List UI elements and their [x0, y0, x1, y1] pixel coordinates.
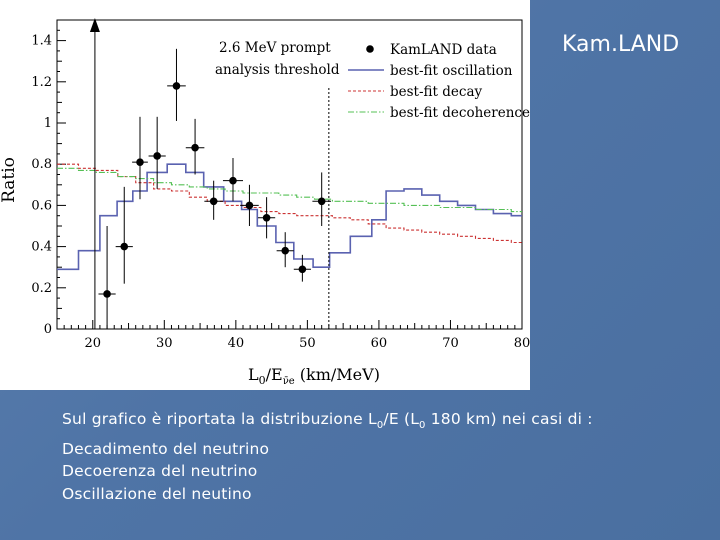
caption-sub-1: 0: [376, 420, 384, 432]
caption-line-1-post: 180 km) nei casi di :: [425, 410, 593, 428]
x-tick-label: 50: [299, 336, 316, 351]
y-tick-label: 0: [44, 322, 52, 337]
annotation-line-1: 2.6 MeV prompt: [219, 40, 331, 56]
series-best-fit-decay: [57, 163, 522, 244]
caption-line-2: Decadimento del neutrino: [62, 439, 270, 458]
y-tick-label: 1.2: [31, 75, 52, 90]
y-tick-label: 0.8: [31, 157, 52, 172]
caption-sub-2: 0: [419, 420, 426, 432]
x-tick-label: 80: [514, 336, 530, 351]
legend-label: best-fit oscillation: [390, 63, 513, 79]
legend-label: best-fit decay: [390, 84, 483, 100]
caption-line-1-mid: /E (L: [383, 410, 420, 428]
data-point: [298, 265, 307, 274]
data-point: [172, 82, 181, 90]
caption-line-4: Oscillazione del neutino: [62, 484, 252, 503]
data-point: [262, 213, 271, 222]
data-point: [245, 201, 254, 210]
data-point: [191, 143, 199, 152]
annotation-line-2: analysis threshold: [215, 62, 340, 78]
y-tick-label: 1: [44, 116, 52, 131]
data-point: [153, 152, 161, 160]
caption: Sul grafico è riportata la distribuzione…: [62, 408, 593, 505]
slide-title: Kam.LAND: [562, 32, 680, 57]
caption-line-3: Decoerenza del neutrino: [62, 462, 258, 481]
plot-panel: KamLAND data best-fit oscillation best-fit…: [0, 18, 530, 387]
x-tick-label: 20: [84, 336, 101, 351]
chart-svg: KamLAND data best-fit oscillation best-fit…: [0, 18, 530, 387]
y-tick-label: 0.2: [31, 281, 52, 296]
x-tick-label: 70: [442, 336, 459, 351]
data-point: [229, 176, 237, 185]
legend-marker-icon: [366, 45, 374, 53]
data-point: [120, 242, 129, 251]
series-best-fit-oscillation: [57, 163, 522, 271]
data-point: [103, 290, 111, 298]
legend-label: best-fit decoherence: [390, 105, 530, 121]
x-tick-label: 30: [156, 336, 173, 351]
data-point: [136, 158, 144, 166]
series-best-fit-decoherence: [57, 167, 522, 213]
y-tick-label: 0.4: [31, 240, 52, 255]
y-tick-label: 0.6: [31, 198, 52, 213]
legend-label: KamLAND data: [390, 42, 497, 58]
data-point: [317, 197, 326, 206]
data-point: [209, 197, 218, 206]
x-axis-label: L0/Eν̄e (km/MeV): [248, 365, 380, 387]
y-axis-label: Ratio: [0, 157, 19, 203]
up-arrow-icon: [89, 18, 100, 32]
caption-line-1-pre: Sul grafico è riportata la distribuzione…: [62, 410, 377, 428]
caption-line-1: Sul grafico è riportata la distribuzione…: [62, 408, 593, 438]
x-tick-label: 60: [371, 336, 388, 351]
x-tick-label: 40: [228, 336, 245, 351]
data-point: [281, 246, 290, 255]
y-tick-label: 1.4: [31, 34, 52, 49]
